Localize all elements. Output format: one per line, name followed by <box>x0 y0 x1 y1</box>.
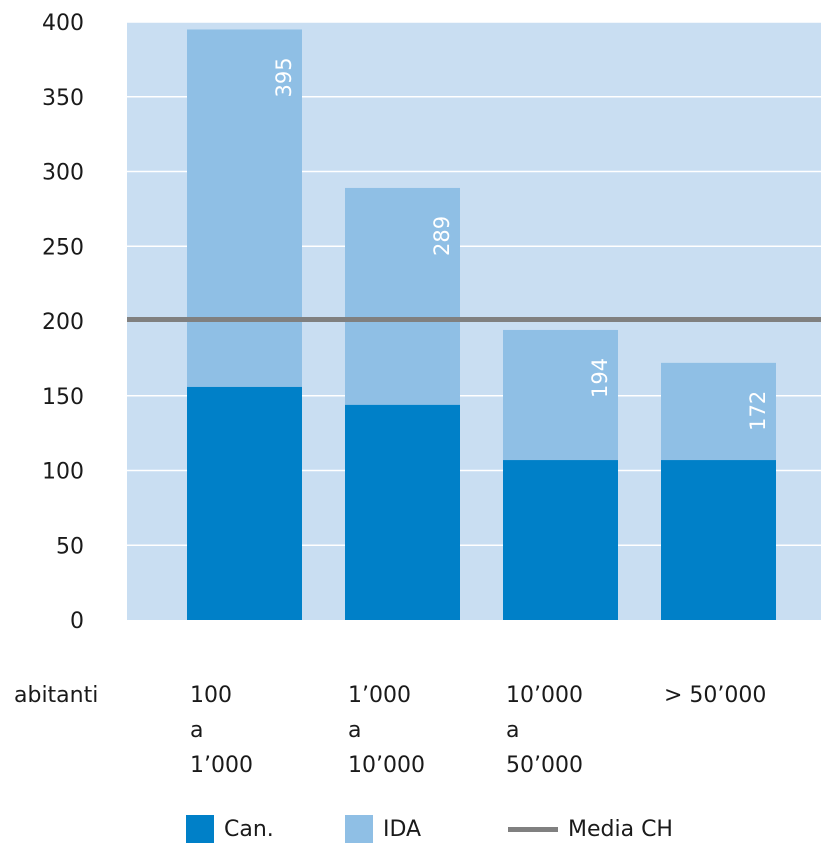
bar-total-label: 172 <box>746 391 770 431</box>
legend-swatch-can <box>186 815 214 843</box>
legend-item-can: Can. <box>186 815 274 843</box>
bar-can <box>503 460 618 620</box>
bar-ida <box>187 29 302 387</box>
legend-swatch-ida <box>345 815 373 843</box>
bar-can <box>345 404 460 620</box>
bar-can <box>187 386 302 620</box>
y-tick-label: 100 <box>42 460 84 485</box>
bar-ida <box>661 362 776 461</box>
category-label-3: 10’000 a 50’000 <box>506 683 583 778</box>
bar-total-label: 194 <box>588 358 612 398</box>
legend-item-media-ch: Media CH <box>508 815 673 843</box>
legend-label-ida: IDA <box>383 816 422 842</box>
category-label-1: 100 a 1’000 <box>190 683 253 778</box>
legend-line-media-ch <box>508 826 558 832</box>
y-tick-label: 300 <box>42 161 84 186</box>
category-label-4: > 50’000 <box>664 683 767 708</box>
legend-item-ida: IDA <box>345 815 421 843</box>
y-tick-label: 0 <box>70 609 84 634</box>
y-tick-label: 250 <box>42 235 84 260</box>
y-tick-label: 50 <box>56 534 84 559</box>
bar-ida <box>503 329 618 461</box>
legend-label-can: Can. <box>224 816 274 842</box>
bar-can <box>661 460 776 620</box>
y-tick-label: 150 <box>42 385 84 410</box>
legend-label-media-ch: Media CH <box>568 816 673 842</box>
y-tick-label: 200 <box>42 310 84 335</box>
y-tick-label: 400 <box>42 11 84 36</box>
bar-total-label: 395 <box>272 57 296 97</box>
category-label-2: 1’000 a 10’000 <box>348 683 425 778</box>
bar-total-label: 289 <box>430 216 454 256</box>
y-tick-label: 350 <box>42 86 84 111</box>
bar-ida <box>345 187 460 405</box>
x-axis-label: abitanti <box>14 683 99 708</box>
